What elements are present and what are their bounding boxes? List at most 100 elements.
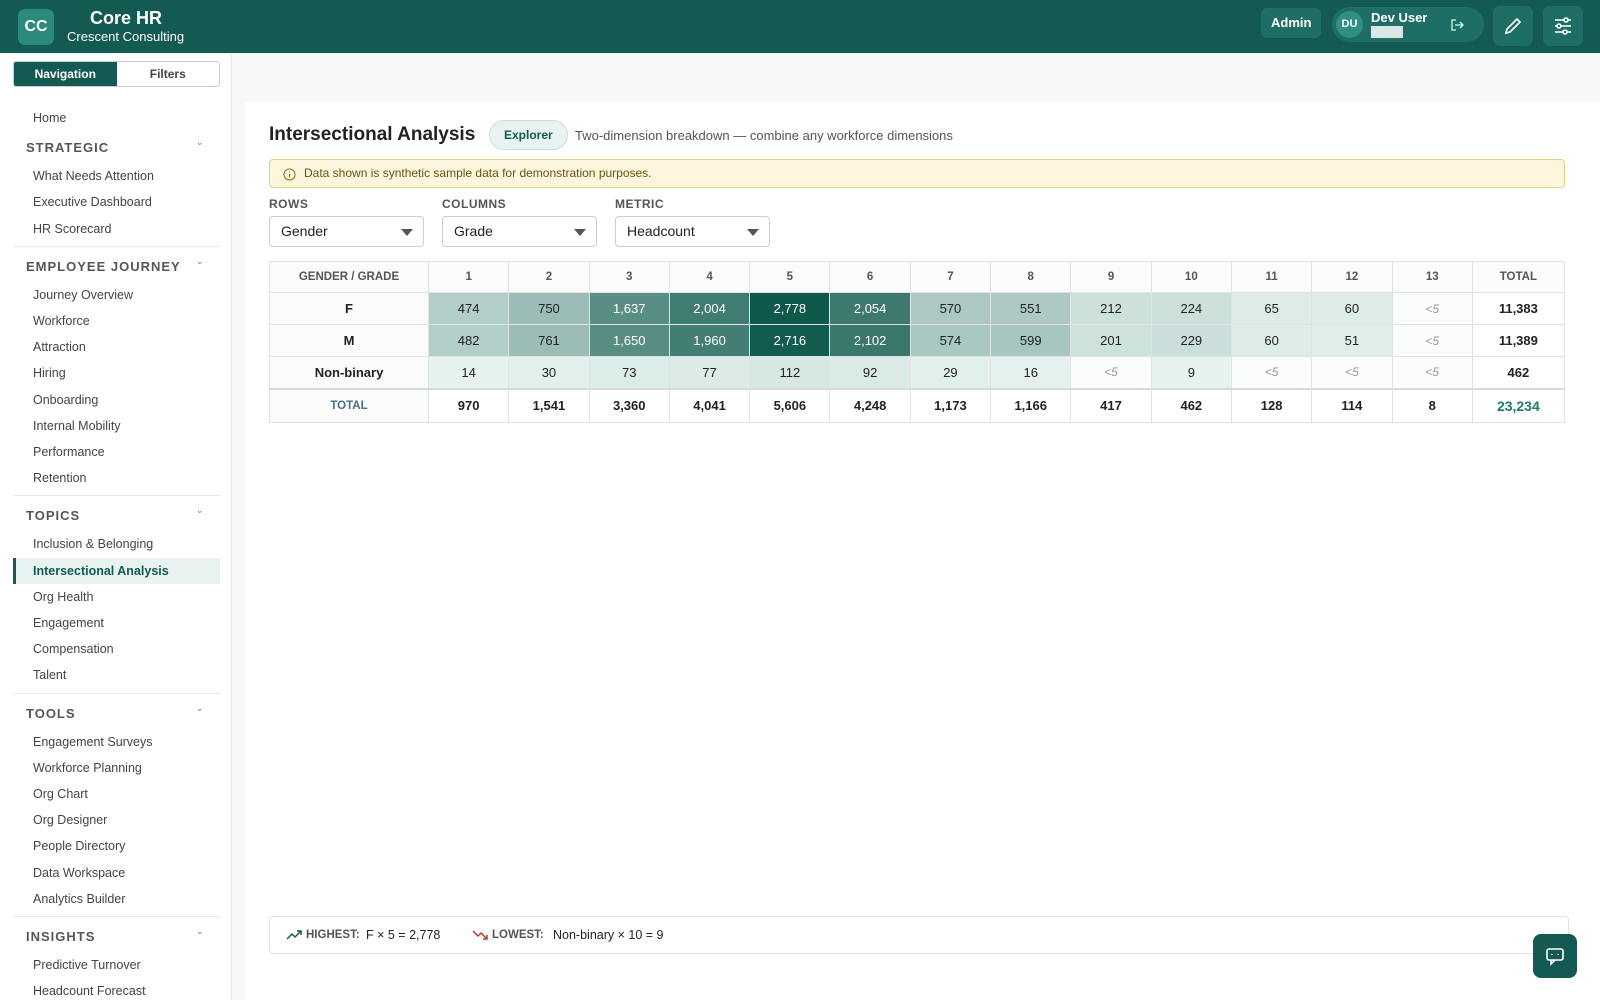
cell[interactable]: 9	[1150, 356, 1232, 389]
cell[interactable]: 474	[427, 292, 510, 325]
nav-item[interactable]: Journey Overview	[33, 287, 134, 302]
column-header[interactable]: 8	[990, 261, 1072, 293]
nav-item[interactable]: Talent	[33, 668, 67, 683]
cell[interactable]: <5	[1391, 356, 1473, 389]
column-header[interactable]: 11	[1230, 261, 1313, 293]
dropdown[interactable]: Headcount	[615, 216, 770, 247]
nav-item[interactable]: Performance	[33, 445, 105, 459]
cell[interactable]: 30	[508, 356, 590, 389]
cell[interactable]: 77	[668, 356, 751, 389]
nav-item[interactable]: Attraction	[33, 340, 86, 355]
nav-item[interactable]: Intersectional Analysis	[13, 557, 220, 584]
nav-item[interactable]: Workforce	[33, 314, 90, 328]
cell[interactable]: <5	[1070, 356, 1152, 389]
cell[interactable]: 2,778	[749, 292, 831, 325]
grand-total: 23,234	[1471, 387, 1565, 423]
nav-item[interactable]: Executive Dashboard	[33, 195, 152, 210]
edit-button[interactable]	[1493, 6, 1533, 46]
cell[interactable]: 750	[508, 292, 590, 325]
column-header[interactable]: 3	[588, 261, 670, 293]
section-title[interactable]: TOPICS	[26, 508, 81, 524]
nav-item[interactable]: Retention	[33, 471, 87, 486]
column-header[interactable]: 10	[1150, 261, 1232, 293]
column-header[interactable]: 6	[829, 261, 911, 293]
section-title[interactable]: STRATEGIC	[26, 140, 110, 156]
cell[interactable]: 65	[1230, 292, 1313, 325]
logo[interactable]: CC	[18, 9, 54, 45]
cell[interactable]: 112	[749, 356, 831, 389]
section-title[interactable]: EMPLOYEE JOURNEY	[26, 258, 181, 274]
cell[interactable]: 1,960	[668, 324, 751, 357]
cell[interactable]: 2,004	[668, 292, 751, 325]
column-header[interactable]: 9	[1070, 261, 1152, 293]
nav-item[interactable]: Workforce Planning	[33, 760, 142, 775]
column-header[interactable]: 2	[508, 261, 590, 293]
nav-item[interactable]: Data Workspace	[33, 865, 126, 880]
tab[interactable]: Navigation	[14, 62, 117, 86]
settings-button[interactable]	[1543, 6, 1583, 46]
cell[interactable]: <5	[1230, 356, 1313, 389]
crosstab: GENDER / GRADE 1 2 3 4 5 6 7 8 9 10 11 12 13 TOTAL F 474…	[269, 261, 1565, 423]
cell[interactable]: 16	[990, 356, 1072, 389]
user-menu[interactable]: DU Dev User admin	[1332, 7, 1484, 42]
cell[interactable]: 2,054	[829, 292, 911, 325]
cell[interactable]: 92	[829, 356, 911, 389]
cell[interactable]: 599	[990, 324, 1072, 357]
section-title[interactable]: INSIGHTS	[26, 929, 96, 944]
nav-item[interactable]: Analytics Builder	[33, 891, 126, 906]
nav-item[interactable]: Engagement Surveys	[33, 734, 153, 749]
cell[interactable]: 229	[1150, 324, 1232, 357]
cell[interactable]: <5	[1311, 356, 1393, 389]
nav-item[interactable]: Engagement	[33, 616, 104, 630]
cell[interactable]: 73	[588, 356, 670, 389]
cell[interactable]: 14	[427, 356, 510, 389]
nav-item[interactable]: Org Chart	[33, 787, 88, 801]
column-header[interactable]: 7	[909, 261, 992, 293]
cell[interactable]: 761	[508, 324, 590, 357]
nav-item[interactable]: What Needs Attention	[33, 169, 154, 184]
logout-icon[interactable]	[1450, 18, 1464, 32]
nav-item[interactable]: Hiring	[33, 366, 66, 381]
column-header[interactable]: 1	[427, 261, 510, 293]
lowest: Non-binary × 10 = 9	[553, 928, 664, 942]
nav-item[interactable]: Predictive Turnover	[33, 958, 141, 972]
nav-item[interactable]: Onboarding	[33, 392, 99, 407]
cell[interactable]: 1,637	[588, 292, 670, 325]
cell[interactable]: 60	[1311, 292, 1393, 325]
cell[interactable]: 201	[1070, 324, 1152, 357]
nav-item[interactable]: People Directory	[33, 839, 126, 854]
cell[interactable]: 2,102	[829, 324, 911, 357]
chat-button[interactable]	[1533, 934, 1577, 978]
nav-item[interactable]: Home	[33, 111, 67, 125]
section-title[interactable]: TOOLS	[26, 705, 76, 721]
nav-item[interactable]: Headcount Forecast	[33, 984, 146, 999]
column-header[interactable]: 12	[1311, 261, 1393, 293]
dropdown[interactable]: Gender	[269, 216, 424, 247]
cell[interactable]: 570	[909, 292, 992, 325]
column-header[interactable]: 5	[749, 261, 831, 293]
column-header[interactable]: 13	[1391, 261, 1473, 293]
nav-item[interactable]: HR Scorecard	[33, 221, 112, 236]
dropdown[interactable]: Grade	[442, 216, 597, 247]
cell[interactable]: 212	[1070, 292, 1152, 325]
nav-item[interactable]: Internal Mobility	[33, 418, 121, 433]
cell[interactable]: 551	[990, 292, 1072, 325]
cell[interactable]: 482	[427, 324, 510, 357]
cell[interactable]: 29	[909, 356, 992, 389]
column-header[interactable]: 4	[668, 261, 751, 293]
chevron: ⌄	[196, 505, 204, 516]
nav-item[interactable]: Inclusion & Belonging	[33, 537, 154, 552]
nav-item[interactable]: Org Health	[33, 589, 94, 604]
cell[interactable]: 2,716	[749, 324, 831, 357]
cell[interactable]: 60	[1230, 324, 1313, 357]
cell[interactable]: <5	[1391, 292, 1473, 325]
nav-item[interactable]: Org Designer	[33, 813, 108, 828]
row-total: 11,389	[1471, 324, 1565, 357]
cell[interactable]: 574	[909, 324, 992, 357]
tab[interactable]: Filters	[149, 67, 186, 81]
cell[interactable]: 224	[1150, 292, 1232, 325]
cell[interactable]: <5	[1391, 324, 1473, 357]
nav-item[interactable]: Compensation	[33, 642, 114, 657]
cell[interactable]: 1,650	[588, 324, 670, 357]
cell[interactable]: 51	[1311, 324, 1393, 357]
